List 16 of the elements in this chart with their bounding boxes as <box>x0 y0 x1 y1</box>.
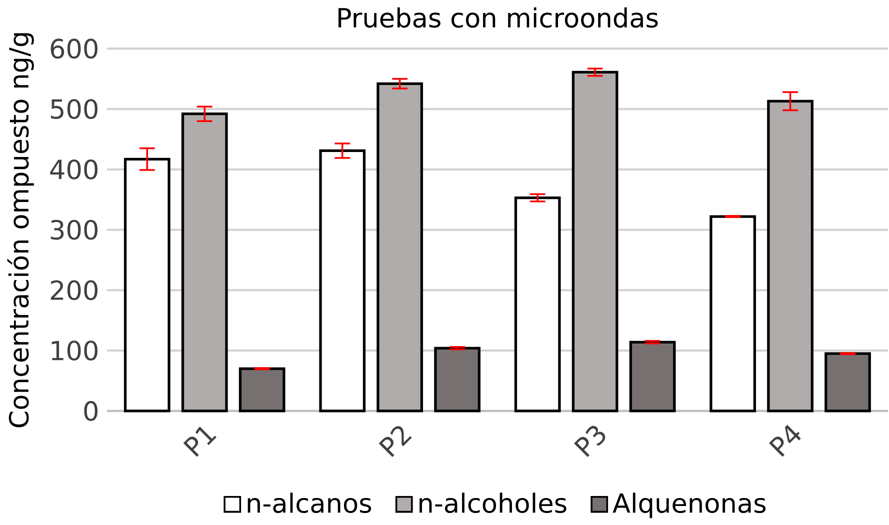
legend-label: Alquenonas <box>612 492 766 518</box>
y-tick-label: 0 <box>84 401 98 422</box>
legend-label: n-alcanos <box>248 492 372 514</box>
y-tick-label: 400 <box>50 160 98 180</box>
y-axis-title: Concentración ompuesto ng/g <box>7 33 34 428</box>
y-tick-label: 500 <box>50 99 98 120</box>
y-tick-label: 200 <box>50 280 98 300</box>
x-tick-label: P1 <box>183 426 216 457</box>
legend-label: n-alcoholes <box>420 492 566 514</box>
y-tick-label: 600 <box>50 38 98 59</box>
y-tick-label: 300 <box>50 220 98 240</box>
x-tick-label: P4 <box>768 425 801 457</box>
x-tick-label: P3 <box>574 426 606 458</box>
chart-title: Pruebas con microondas <box>338 7 658 28</box>
x-tick-label: P2 <box>378 426 412 458</box>
y-tick-label: 100 <box>52 340 98 361</box>
